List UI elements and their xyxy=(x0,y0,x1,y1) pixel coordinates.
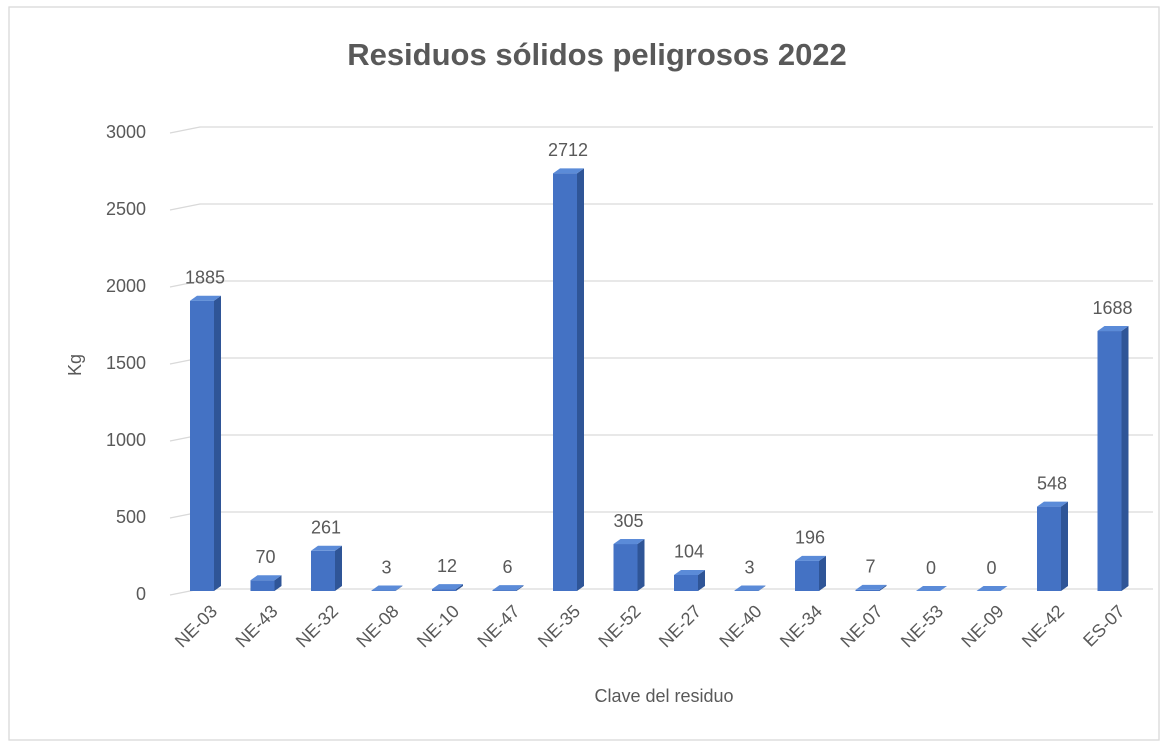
bar-side xyxy=(577,168,584,591)
value-label: 261 xyxy=(311,518,341,538)
value-label: 104 xyxy=(674,542,704,562)
bar-side xyxy=(335,546,342,591)
value-label: 70 xyxy=(255,547,275,567)
bar xyxy=(614,539,645,591)
bar xyxy=(1098,326,1129,591)
bar-front xyxy=(432,589,456,591)
value-label: 12 xyxy=(437,556,457,576)
y-tick-label: 3000 xyxy=(106,122,146,142)
value-label: 0 xyxy=(926,558,936,578)
bar xyxy=(795,556,826,591)
y-tick-label: 0 xyxy=(136,584,146,604)
value-label: 6 xyxy=(502,557,512,577)
y-tick-label: 1500 xyxy=(106,353,146,373)
y-tick-label: 2000 xyxy=(106,276,146,296)
value-label: 3 xyxy=(381,557,391,577)
bar-front xyxy=(1037,507,1061,591)
bar xyxy=(674,570,705,591)
bar-side xyxy=(214,296,221,591)
bar-front xyxy=(493,590,517,591)
x-axis-title: Clave del residuo xyxy=(594,686,733,706)
chart-title: Residuos sólidos peligrosos 2022 xyxy=(347,37,847,72)
value-label: 196 xyxy=(795,528,825,548)
value-label: 1688 xyxy=(1092,298,1132,318)
bar-front xyxy=(795,561,819,591)
bar-front xyxy=(190,301,214,591)
value-label: 305 xyxy=(613,511,643,531)
bar-front xyxy=(311,551,335,591)
value-label: 548 xyxy=(1037,473,1067,493)
bar xyxy=(553,168,584,591)
bar-front xyxy=(674,575,698,591)
bar-front xyxy=(553,173,577,591)
value-label: 7 xyxy=(865,557,875,577)
bar-side xyxy=(1061,502,1068,591)
bar-side xyxy=(1122,326,1129,591)
y-tick-label: 500 xyxy=(116,507,146,527)
bar xyxy=(190,296,221,591)
bar-front xyxy=(251,580,275,591)
bar-side xyxy=(819,556,826,591)
bar xyxy=(311,546,342,591)
value-label: 0 xyxy=(986,558,996,578)
y-axis-title: Kg xyxy=(65,354,85,376)
bar-front xyxy=(1098,331,1122,591)
y-tick-label: 2500 xyxy=(106,199,146,219)
bar-front xyxy=(856,590,880,591)
bar-front xyxy=(614,544,638,591)
value-label: 3 xyxy=(744,557,754,577)
bar xyxy=(251,575,282,591)
value-label: 1885 xyxy=(185,267,225,287)
value-label: 2712 xyxy=(548,140,588,160)
bar xyxy=(1037,502,1068,591)
bar-side xyxy=(638,539,645,591)
y-tick-label: 1000 xyxy=(106,430,146,450)
